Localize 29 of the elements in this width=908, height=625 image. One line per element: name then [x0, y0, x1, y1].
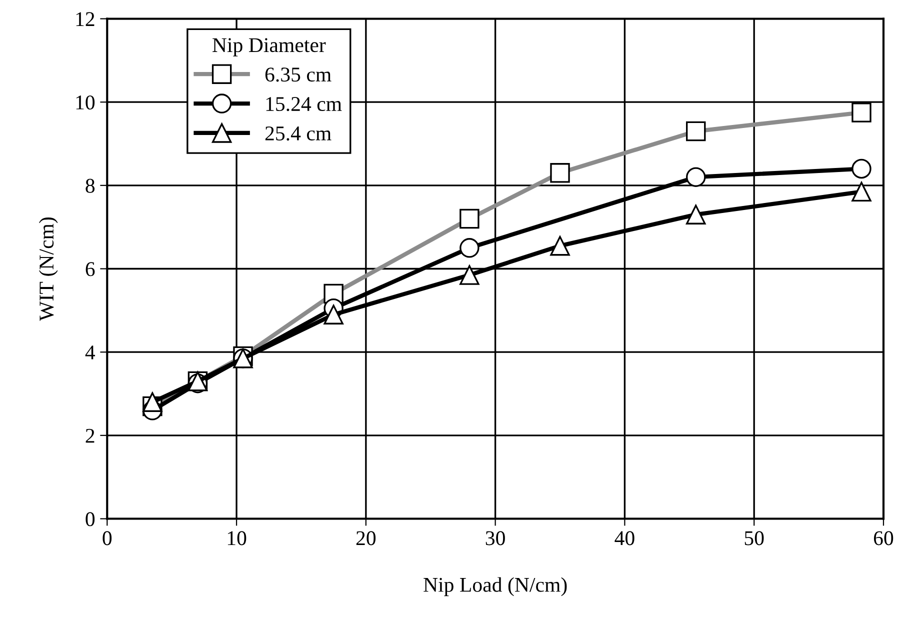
x-tick-label: 0 — [102, 531, 112, 546]
x-tick-label: 20 — [356, 531, 376, 546]
point — [852, 182, 872, 202]
legend-title: Nip Diameter — [212, 38, 326, 56]
x-tick-label: 40 — [614, 531, 634, 546]
point — [142, 392, 162, 412]
y-tick-label: 2 — [86, 428, 94, 443]
legend-label: 6.35 cm — [265, 68, 332, 82]
y-tick-label: 8 — [86, 178, 95, 193]
y-tick-label: 6 — [86, 262, 95, 276]
y-tick-label: 0 — [86, 512, 95, 526]
legend-label: 15.24 cm — [266, 97, 342, 112]
point — [460, 238, 480, 258]
y-tick-label: 10 — [76, 95, 95, 110]
legend-label: 25.4 cm — [265, 126, 332, 141]
x-tick-label: 10 — [228, 531, 246, 546]
point — [460, 265, 480, 285]
x-axis-title: Nip Load (N/cm) — [424, 577, 567, 596]
point — [550, 236, 570, 256]
point — [852, 158, 872, 179]
x-tick-label: 50 — [744, 531, 764, 546]
point — [324, 304, 344, 324]
y-tick-label: 12 — [76, 12, 94, 26]
y-axis-title: WIT (N/cm) — [38, 218, 58, 321]
x-tick-label: 60 — [874, 531, 894, 546]
point — [686, 204, 706, 224]
y-tick-label: 4 — [85, 346, 96, 360]
x-tick-label: 30 — [486, 531, 505, 546]
point — [686, 167, 706, 187]
